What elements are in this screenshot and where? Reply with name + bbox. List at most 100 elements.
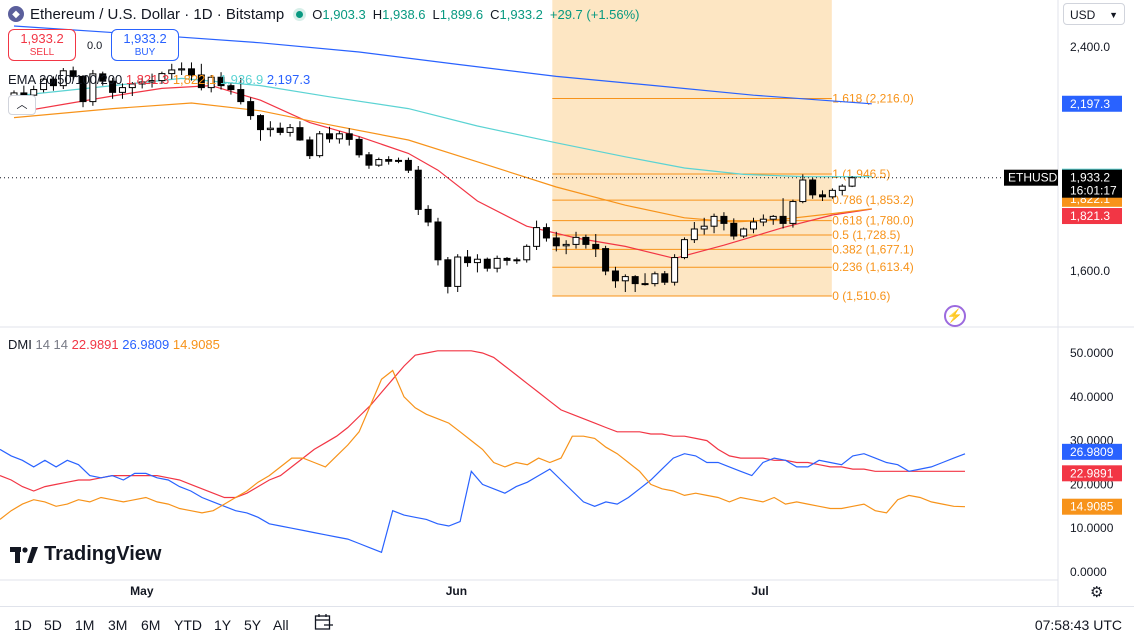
candle [828, 188, 836, 199]
time-tick-label: Jul [751, 584, 768, 598]
dmi-legend[interactable]: DMI 14 14 22.9891 26.9809 14.9085 [8, 337, 220, 352]
timeframe-1d-button[interactable]: 1D [14, 617, 32, 633]
buy-button[interactable]: 1,933.2 BUY [111, 29, 179, 61]
calendar-range-icon[interactable] [314, 613, 334, 631]
candle [454, 254, 462, 292]
dmi-axis-badge-label: 14.9085 [1070, 500, 1114, 514]
timeframe-5y-button[interactable]: 5Y [244, 617, 262, 633]
dmi-axis-badge [1062, 443, 1122, 460]
chart-header[interactable]: ◆ Ethereum / U.S. Dollar · 1D · Bitstamp… [8, 4, 640, 24]
candle-body [296, 127, 304, 141]
buy-label: BUY [134, 47, 156, 58]
candle-body [257, 115, 264, 131]
timeframe-1m-button[interactable]: 1M [75, 617, 95, 633]
dmi-lines [0, 350, 966, 554]
candle [523, 244, 531, 263]
candle [759, 214, 767, 227]
timeframe-5d-button[interactable]: 5D [44, 617, 62, 633]
candle-body [79, 75, 87, 103]
last-price-label: 1,933.2 [1070, 171, 1110, 185]
timeframe-ytd-button[interactable]: YTD [174, 617, 202, 633]
symbol-title[interactable]: Ethereum / U.S. Dollar · 1D · Bitstamp [30, 5, 285, 23]
candle [582, 234, 590, 249]
candle [207, 75, 215, 93]
candle [819, 190, 827, 201]
candle [257, 114, 264, 141]
candle [444, 257, 452, 294]
candle-body [789, 201, 797, 224]
candle [296, 121, 304, 141]
candle-body [680, 239, 688, 259]
candle [138, 77, 146, 89]
candle [227, 83, 235, 95]
dmi-series-line [0, 369, 966, 520]
candle [769, 215, 777, 225]
candle-body [473, 258, 481, 264]
candle [59, 68, 67, 89]
currency-select[interactable]: USD ▼ [1063, 3, 1125, 25]
candle [493, 255, 501, 273]
fib-zone[interactable] [552, 0, 832, 297]
candle [89, 69, 97, 106]
candle [434, 217, 442, 266]
price-axis[interactable]: 2,400.01,600.02,197.31,936.91,822.11,821… [1004, 40, 1122, 579]
candle-body [769, 215, 777, 220]
clock-display[interactable]: 07:58:43 UTC [1034, 617, 1122, 633]
settings-icon[interactable]: ⚙ [1090, 584, 1104, 601]
candle [276, 122, 284, 136]
ema200-value: 2,197.3 [266, 72, 311, 87]
candle-body [819, 194, 827, 198]
candle-body [434, 221, 442, 261]
sell-button[interactable]: 1,933.2 SELL [8, 29, 76, 61]
candle [789, 199, 797, 228]
candle-body [464, 256, 472, 264]
candle [99, 71, 107, 86]
ema-lines [13, 25, 872, 260]
collapse-legend-button[interactable]: ︿ [8, 95, 36, 115]
dmi-label: DMI [8, 337, 32, 352]
ema20-value: 1,821.3 [125, 72, 170, 87]
candle [464, 250, 472, 267]
lightning-icon[interactable]: ⚡ [944, 305, 966, 327]
candle [700, 217, 708, 235]
timeframe-3m-button[interactable]: 3M [108, 617, 128, 633]
dmi-tick-label: 40.0000 [1070, 390, 1114, 404]
candle-body [690, 228, 698, 241]
candle-body [592, 243, 600, 250]
price-tick-label: 2,400.0 [1070, 40, 1110, 54]
time-tick-label: May [130, 584, 154, 598]
price-chart[interactable]: 1.618 (2,216.0) 1 (1,946.5) 0.786 (1,853.2… [0, 0, 1134, 606]
candle-body [444, 259, 452, 287]
sell-price: 1,933.2 [20, 31, 64, 46]
candle [148, 73, 156, 88]
candle-body [335, 133, 343, 140]
candle-body [395, 159, 403, 162]
candle-body [572, 236, 580, 245]
candle [671, 254, 679, 286]
tradingview-logo[interactable]: TradingView [10, 543, 161, 566]
candle [631, 275, 639, 292]
time-tick-label: Jun [446, 584, 467, 598]
candle-body [59, 70, 67, 87]
candle-body [99, 73, 107, 82]
candle [237, 77, 245, 105]
dmi-series-line [0, 448, 966, 554]
candle-body [375, 159, 383, 166]
candle-body [562, 243, 570, 247]
candle [730, 218, 738, 240]
candle [118, 83, 126, 99]
timeframe-1y-button[interactable]: 1Y [214, 617, 232, 633]
candle [414, 166, 422, 215]
candle [345, 128, 353, 146]
di-plus-value: 26.9809 [122, 337, 170, 352]
dmi-series-line [0, 350, 965, 499]
candle [217, 72, 225, 90]
timeframe-all-button[interactable]: All [273, 617, 289, 633]
ema-legend[interactable]: EMA 20/50/100/200 1,821.3 1,822.1 1,936.… [8, 72, 310, 87]
candle [592, 234, 600, 257]
candle [710, 213, 718, 234]
timeframe-6m-button[interactable]: 6M [141, 617, 161, 633]
fib-level-label: 0.618 (1,780.0) [832, 214, 913, 228]
candles [0, 62, 1058, 294]
time-axis[interactable]: May Jun Jul [130, 584, 769, 598]
